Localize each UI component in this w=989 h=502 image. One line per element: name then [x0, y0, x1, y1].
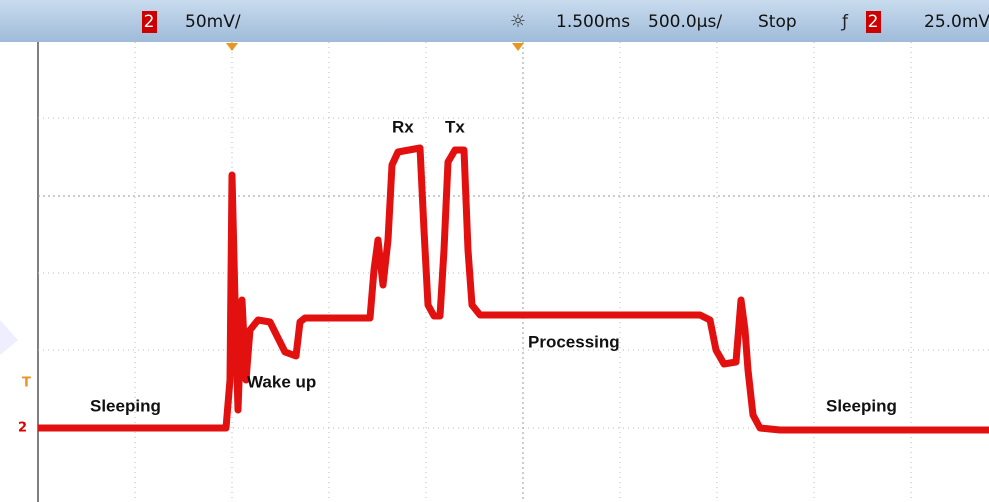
annotation: Sleeping	[826, 396, 897, 415]
delay-icon: ☼	[510, 11, 526, 32]
trigger-position	[226, 43, 238, 51]
trace	[38, 148, 989, 430]
annotation: Sleeping	[90, 396, 161, 415]
channel: 2	[144, 12, 155, 32]
annotation: Rx	[392, 117, 414, 136]
annotation: Processing	[528, 332, 620, 351]
trigger-level: 25.0mV	[924, 12, 989, 32]
annotation: Tx	[445, 117, 465, 136]
channel-marker: 2	[18, 421, 27, 436]
scale: 50mV/	[185, 12, 241, 32]
delay: 1.500ms	[556, 12, 630, 32]
trigger-marker: T	[22, 376, 31, 391]
annotation: Wake up	[247, 372, 316, 391]
delay-position	[512, 43, 524, 51]
timebase: 500.0µs/	[648, 12, 722, 32]
status: Stop	[758, 12, 797, 32]
scope-screen: 2 50mV/ ☼ 1.500ms 500.0µs/ Stop ƒ 2 25.0…	[0, 0, 989, 502]
side-handle	[0, 320, 18, 355]
display: 2 50mV/ ☼ 1.500ms 500.0µs/ Stop ƒ 2 25.0…	[0, 0, 989, 502]
trigger-channel: 2	[868, 12, 879, 32]
trigger-edge: ƒ	[840, 12, 849, 32]
